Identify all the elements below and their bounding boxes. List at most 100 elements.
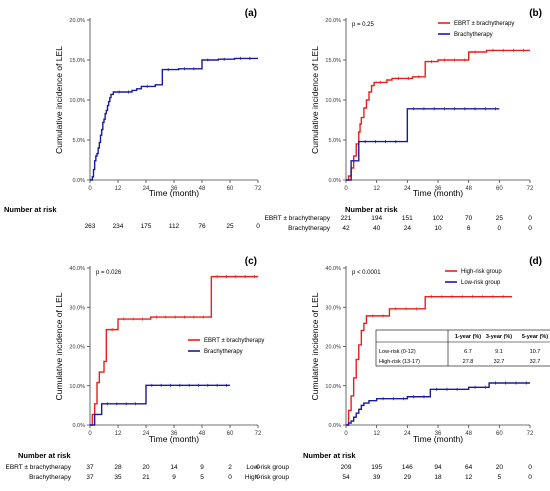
series-line-blue: [346, 108, 500, 181]
risk-value: 0: [228, 474, 232, 481]
x-tick-label: 0: [344, 186, 348, 192]
x-tick-label: 36: [171, 431, 178, 437]
x-tick-label: 0: [344, 431, 348, 437]
risk-value: 6: [467, 225, 471, 232]
risk-value: 263: [85, 223, 96, 230]
risk-value: 0: [528, 464, 532, 471]
x-tick-label: 36: [435, 186, 442, 192]
risk-row-label: Brachytherapy: [288, 225, 331, 232]
panel-a: (a) 0.0% 5.0% 10.0% 15.0% 20.0% 0 12 24 36 48 60 72 T…: [4, 8, 262, 230]
risk-value: 42: [342, 225, 350, 232]
y-tick-label: 20.0%: [69, 18, 85, 24]
series-line-red: [346, 49, 530, 181]
y-tick-label: 20.0%: [69, 345, 85, 351]
x-tick-label: 12: [373, 431, 380, 437]
risk-value: 94: [434, 464, 442, 471]
x-tick-label: 48: [465, 431, 472, 437]
table-cell: 32.7: [494, 359, 505, 365]
y-tick-label: 10.0%: [69, 384, 85, 390]
x-tick-label: 60: [496, 431, 503, 437]
x-tick-label: 24: [143, 431, 150, 437]
y-tick-label: 40.0%: [69, 266, 85, 272]
risk-value: 24: [404, 225, 412, 232]
risk-value: 112: [169, 223, 180, 230]
x-tick-label: 36: [435, 431, 442, 437]
y-tick-label: 0.0%: [72, 178, 85, 184]
risk-value: 39: [373, 474, 381, 481]
table-header: 5-year (%): [522, 334, 548, 340]
legend-label: High-risk group: [461, 269, 502, 275]
table-cell: 6.7: [464, 349, 472, 355]
p-value: p = 0.026: [96, 270, 122, 276]
legend-label: EBRT ± brachytherapy: [204, 338, 264, 344]
risk-value: 0: [498, 225, 502, 232]
risk-value: 14: [170, 464, 178, 471]
risk-value: 18: [434, 474, 442, 481]
legend-label: Brachytherapy: [204, 349, 243, 355]
table-cell: 27.8: [463, 359, 474, 365]
y-tick-label: 5.0%: [328, 138, 341, 144]
risk-row-label: High-risk group: [245, 474, 289, 481]
series-line-red: [90, 275, 258, 426]
table-header: 1-year (%): [455, 334, 481, 340]
series-line-blue: [90, 57, 258, 181]
legend-label: Brachytherapy: [454, 32, 493, 38]
y-axis-label: Cumulative incidence of LEL: [54, 46, 64, 154]
panel-label: (a): [245, 8, 257, 19]
x-tick-label: 60: [227, 431, 234, 437]
risk-value: 37: [86, 474, 94, 481]
p-value: p < 0.0001: [352, 270, 381, 276]
risk-value: 35: [114, 474, 122, 481]
risk-value: 0: [256, 464, 260, 471]
x-tick-label: 48: [199, 186, 206, 192]
legend-label: Low-risk group: [461, 280, 501, 286]
series-line-blue: [90, 384, 230, 426]
panel-c: (c) 0.0% 10.0% 20.0% 30.0% 40.0% 0 12 24 36 48 60 72…: [6, 256, 265, 481]
y-axis-label: Cumulative incidence of LEL: [54, 292, 64, 400]
y-tick-label: 0.0%: [328, 178, 341, 184]
panel-label: (d): [529, 256, 542, 267]
panel-b: (b)0.0%5.0%10.0%15.0%20.0%0 12 24 36 48 60 72T…: [265, 8, 542, 232]
incidence-table: 1-year (%) 3-year (%) 5-year (%) Low-risk (…: [375, 329, 550, 367]
risk-value: 175: [141, 223, 152, 230]
risk-value: 9: [172, 474, 176, 481]
y-tick-label: 30.0%: [69, 305, 85, 311]
risk-value: 54: [342, 474, 350, 481]
x-tick-label: 12: [115, 431, 122, 437]
y-tick-label: 0.0%: [328, 423, 341, 429]
y-tick-label: 10.0%: [325, 384, 341, 390]
risk-value: 0: [256, 474, 260, 481]
risk-value: 25: [496, 215, 504, 222]
risk-row-label: Low-risk group: [246, 464, 289, 471]
risk-value: 0: [528, 474, 532, 481]
risk-row-label: Brachytherapy: [29, 474, 72, 481]
risk-value: 25: [226, 223, 234, 230]
risk-value: 209: [341, 464, 352, 471]
risk-row-label: EBRT ± brachytherapy: [6, 464, 72, 471]
x-tick-label: 0: [88, 431, 92, 437]
table-header: 3-year (%): [486, 334, 512, 340]
risk-value: 5: [498, 474, 502, 481]
p-value: p = 0.25: [352, 22, 375, 28]
x-tick-label: 72: [527, 431, 534, 437]
x-axis-label: Time (month): [413, 188, 463, 198]
x-tick-label: 72: [255, 186, 262, 192]
number-at-risk-title: Number at risk: [303, 451, 356, 460]
risk-value: 70: [465, 215, 473, 222]
risk-value: 195: [371, 464, 382, 471]
table-cell: High-risk (13-17): [379, 359, 420, 365]
x-tick-label: 12: [373, 186, 380, 192]
table-cell: 10.7: [530, 349, 541, 355]
x-tick-label: 48: [465, 186, 472, 192]
panel-d: (d) 0.0% 10.0% 20.0% 30.0% 40.0% 0 12 24 36 48 60 72…: [245, 256, 550, 481]
risk-value: 5: [200, 474, 204, 481]
x-tick-label: 60: [496, 186, 503, 192]
x-tick-label: 12: [115, 186, 122, 192]
risk-value: 76: [198, 223, 206, 230]
x-tick-label: 72: [255, 431, 262, 437]
x-tick-label: 72: [527, 186, 534, 192]
risk-value: 20: [142, 464, 150, 471]
risk-value: 151: [402, 215, 413, 222]
y-tick-label: 5.0%: [72, 138, 85, 144]
